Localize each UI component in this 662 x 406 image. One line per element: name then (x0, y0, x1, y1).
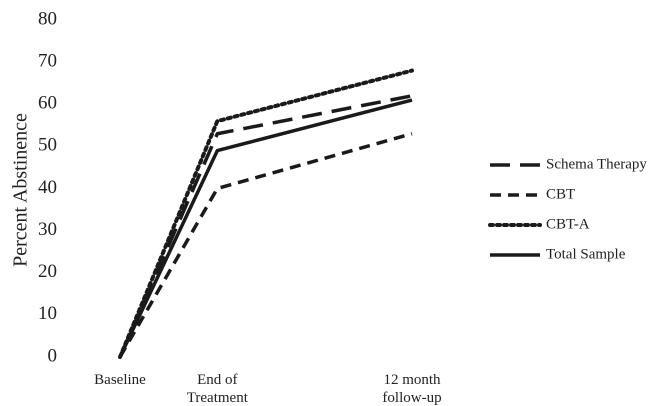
series-line-schema-therapy (118, 94, 413, 358)
y-tick-label: 80 (38, 8, 57, 29)
y-tick-label: 20 (38, 261, 57, 282)
x-category-label: 12 month (383, 372, 441, 388)
legend-label-cbt-a: CBT-A (546, 216, 590, 232)
x-category-label: Treatment (187, 390, 249, 406)
series-lines (118, 68, 414, 359)
y-axis-label: Percent Abstinence (10, 113, 32, 267)
y-tick-label: 10 (38, 303, 57, 324)
y-tick-label: 40 (38, 177, 57, 198)
x-category-label: follow-up (382, 390, 441, 406)
legend-label-cbt: CBT (546, 186, 575, 202)
series-line-cbt (118, 132, 413, 358)
legend-label-schema-therapy: Schema Therapy (546, 156, 647, 172)
x-category-labels: Baseline End of Treatment 12 month follow-up (94, 372, 441, 406)
series-line-cbt-a (118, 68, 414, 359)
y-tick-label: 30 (38, 219, 57, 240)
y-tick-label: 0 (48, 345, 58, 366)
x-category-label: Baseline (94, 372, 146, 388)
x-category-label: End of (197, 372, 237, 388)
y-tick-label: 60 (38, 93, 57, 114)
legend: Schema Therapy CBT CBT-A Total Sample (488, 156, 647, 262)
y-tick-label: 70 (38, 50, 57, 71)
y-tick-labels: 0 10 20 30 40 50 60 70 80 (38, 8, 57, 366)
legend-label-total-sample: Total Sample (546, 246, 626, 262)
series-line-total-sample (118, 98, 413, 358)
y-tick-label: 50 (38, 135, 57, 156)
